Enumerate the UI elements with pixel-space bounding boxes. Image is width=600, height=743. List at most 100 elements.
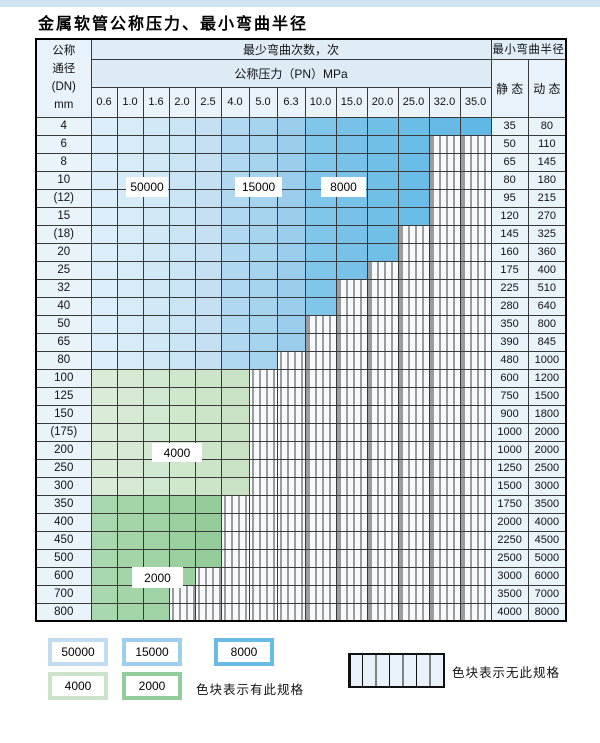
spec-cell — [248, 152, 278, 172]
row-dn: 8 — [35, 152, 92, 172]
row-dn: 300 — [35, 476, 92, 496]
no-spec-cell — [428, 530, 461, 550]
legend-swatch-8000: 8000 — [214, 638, 274, 666]
spec-cell — [142, 278, 170, 298]
spec-cell — [168, 494, 196, 514]
dynamic-value: 1000 — [527, 350, 567, 370]
no-spec-cell — [335, 602, 368, 622]
no-spec-cell — [335, 350, 368, 370]
no-spec-cell — [276, 548, 306, 568]
zone-label-4000: 4000 — [152, 443, 202, 462]
spec-cell — [142, 404, 170, 424]
spec-cell — [168, 422, 196, 442]
legend-swatch-2000: 2000 — [122, 672, 182, 700]
no-spec-cell — [428, 242, 461, 262]
static-value: 50 — [490, 134, 529, 154]
no-spec-cell — [304, 530, 337, 550]
no-spec-cell — [397, 404, 430, 424]
no-spec-cell — [276, 368, 306, 388]
static-value: 2000 — [490, 512, 529, 532]
no-spec-cell — [194, 566, 222, 586]
dynamic-value: 5000 — [527, 548, 567, 568]
no-spec-cell — [194, 602, 222, 622]
spec-cell — [90, 440, 118, 460]
no-spec-cell — [459, 188, 492, 208]
no-spec-cell — [276, 494, 306, 514]
table-row: 150 900 1800 — [35, 404, 567, 424]
spec-cell — [116, 278, 144, 298]
row-dn: 4 — [35, 116, 92, 136]
no-spec-cell — [428, 440, 461, 460]
no-spec-cell — [168, 602, 196, 622]
spec-cell — [116, 548, 144, 568]
no-spec-cell — [276, 602, 306, 622]
no-spec-cell — [276, 440, 306, 460]
no-spec-cell — [459, 260, 492, 280]
no-spec-cell — [459, 368, 492, 388]
no-spec-cell — [366, 458, 399, 478]
spec-cell — [142, 152, 170, 172]
row-dn: 10 — [35, 170, 92, 190]
spec-cell — [168, 278, 196, 298]
no-spec-cell — [335, 296, 368, 316]
spec-cell — [397, 116, 430, 136]
row-dn: (175) — [35, 422, 92, 442]
spec-cell — [168, 260, 196, 280]
no-spec-cell — [428, 170, 461, 190]
no-spec-cell — [304, 404, 337, 424]
spec-cell — [168, 386, 196, 406]
spec-cell — [366, 206, 399, 226]
dynamic-value: 325 — [527, 224, 567, 244]
spec-cell — [248, 116, 278, 136]
no-spec-cell — [428, 404, 461, 424]
row-dn: 80 — [35, 350, 92, 370]
spec-cell — [116, 224, 144, 244]
spec-cell — [168, 314, 196, 334]
spec-cell — [90, 404, 118, 424]
spec-cell — [194, 278, 222, 298]
spec-cell — [366, 188, 399, 208]
dynamic-value: 3500 — [527, 494, 567, 514]
no-spec-cell — [220, 494, 250, 514]
spec-cell — [142, 512, 170, 532]
spec-cell — [116, 206, 144, 226]
no-spec-cell — [459, 422, 492, 442]
no-spec-cell — [304, 584, 337, 604]
table-row: 200 1000 2000 — [35, 440, 567, 460]
row-dn: 100 — [35, 368, 92, 388]
no-spec-cell — [335, 278, 368, 298]
no-spec-cell — [428, 602, 461, 622]
spec-cell — [397, 134, 430, 154]
spec-cell — [90, 188, 118, 208]
no-spec-cell — [276, 566, 306, 586]
static-value: 750 — [490, 386, 529, 406]
no-spec-cell — [276, 350, 306, 370]
no-spec-cell — [366, 602, 399, 622]
spec-cell — [304, 152, 337, 172]
spec-cell — [90, 566, 118, 586]
spec-cell — [194, 458, 222, 478]
no-spec-cell — [366, 476, 399, 496]
dynamic-value: 4000 — [527, 512, 567, 532]
table-row: 50 350 800 — [35, 314, 567, 334]
no-spec-cell — [428, 368, 461, 388]
spec-cell — [276, 224, 306, 244]
spec-cell — [168, 170, 196, 190]
dynamic-value: 2000 — [527, 440, 567, 460]
dynamic-value: 110 — [527, 134, 567, 154]
no-spec-cell — [459, 458, 492, 478]
dynamic-value: 800 — [527, 314, 567, 334]
no-spec-cell — [276, 458, 306, 478]
dynamic-value: 4500 — [527, 530, 567, 550]
spec-cell — [168, 476, 196, 496]
spec-cell — [248, 224, 278, 244]
no-spec-cell — [366, 566, 399, 586]
spec-cell — [194, 152, 222, 172]
no-spec-cell — [366, 584, 399, 604]
spec-cell — [220, 458, 250, 478]
row-dn: 350 — [35, 494, 92, 514]
no-spec-cell — [397, 494, 430, 514]
row-dn: 250 — [35, 458, 92, 478]
spec-cell — [90, 242, 118, 262]
spec-cell — [90, 512, 118, 532]
